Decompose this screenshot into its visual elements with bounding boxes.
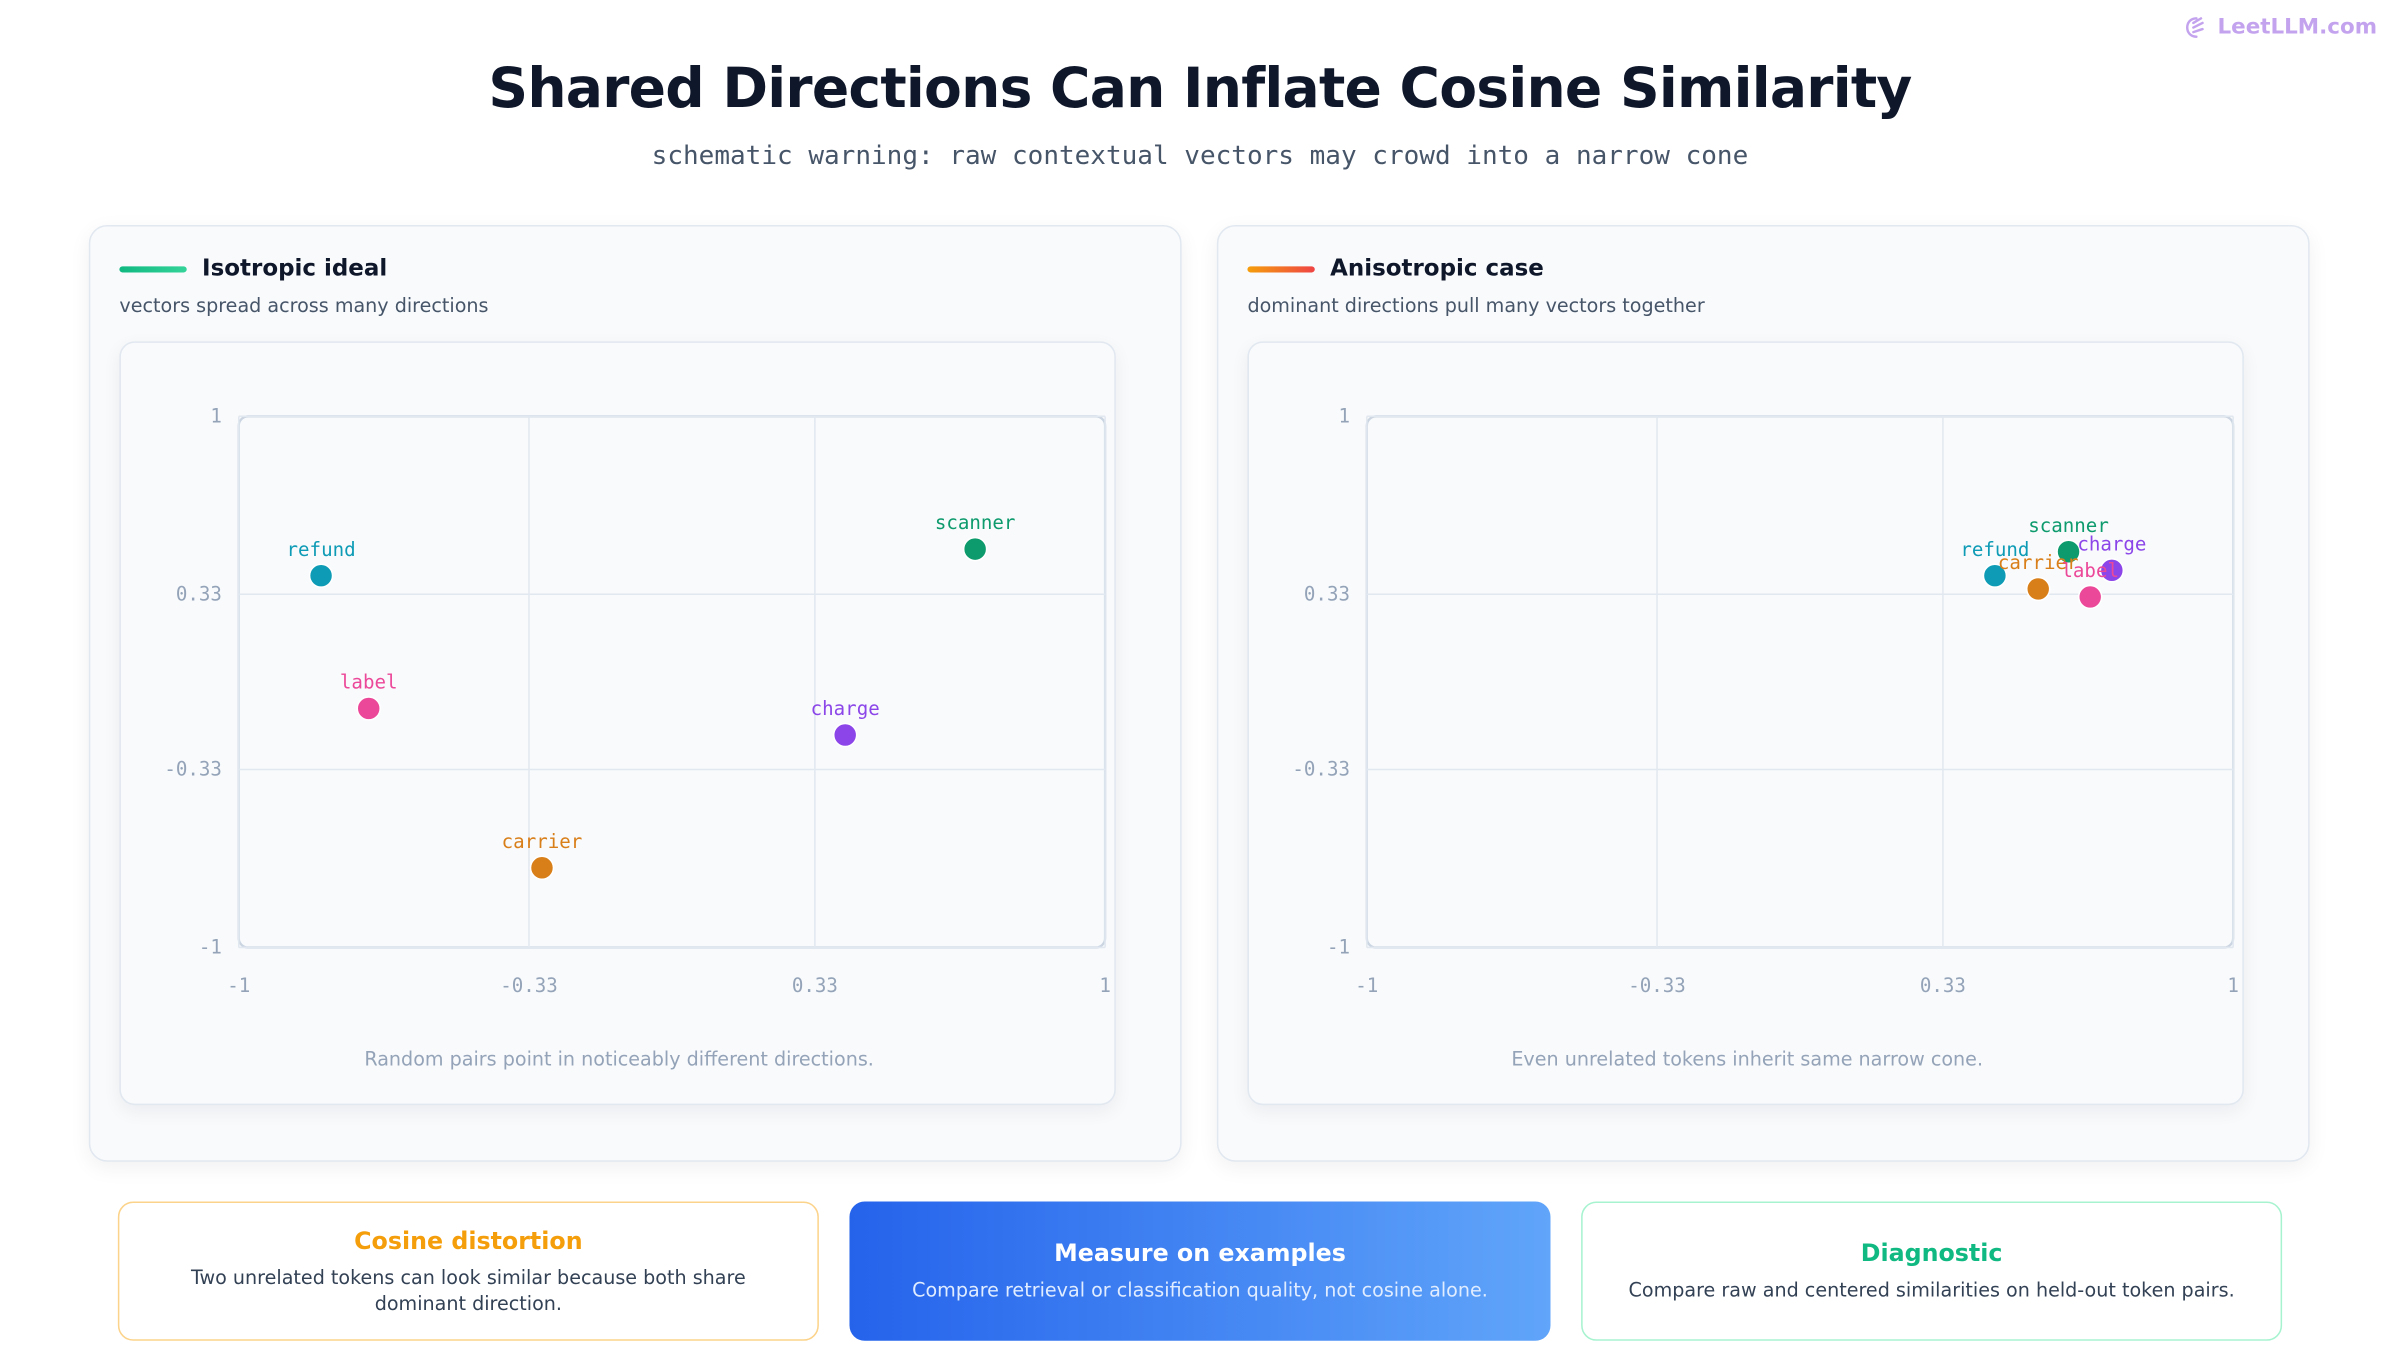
x-tick-label: -1 [1355,974,1378,997]
card-title: Cosine distortion [354,1226,583,1255]
point [832,722,858,748]
chart-card: -1 -0.33 0.33 1 -1 -0.33 0.33 1 refund scanner lab… [119,341,1116,1106]
y-tick-label: -1 [199,936,222,959]
x-tick-label: -0.33 [1628,974,1686,997]
point [529,855,555,881]
chart-card: -1 -0.33 0.33 1 -1 -0.33 0.33 1 refund scanner cha… [1247,341,2244,1106]
x-tick-label: 0.33 [792,974,838,997]
info-card: Measure on examples Compare retrieval or… [849,1201,1551,1341]
panel-subtitle: vectors spread across many directions [119,293,489,317]
y-tick-label: 0.33 [1304,582,1350,605]
panel: Isotropic ideal vectors spread across ma… [88,224,1182,1162]
accent-bar [119,266,187,273]
info-card: Diagnostic Compare raw and centered simi… [1581,1201,2283,1341]
y-tick-label: -0.33 [164,758,222,781]
point-label: refund [287,538,356,561]
plot-area [1365,415,2235,949]
point [2056,539,2081,565]
x-tick-label: -0.33 [500,974,558,997]
caption: Even unrelated tokens inherit same narro… [1511,1046,1984,1070]
y-tick-label: 0.33 [176,582,222,605]
point-label: scanner [935,511,1016,534]
point [2077,584,2103,610]
y-tick-label: -0.33 [1292,758,1350,781]
point-label: scanner [2028,514,2109,537]
point-label: carrier [502,830,583,853]
x-tick-label: 1 [1099,974,1111,997]
panel: Anisotropic case dominant directions pul… [1216,224,2310,1162]
accent-bar [1247,266,1315,273]
card-title: Measure on examples [1054,1239,1346,1268]
chart: -1 -0.33 0.33 1 -1 -0.33 0.33 1 refund scanner lab… [164,404,1111,997]
point [962,536,988,562]
card-text: Two unrelated tokens can look similar be… [190,1265,746,1315]
point [2025,576,2051,602]
card-title: Diagnostic [1860,1239,2003,1268]
brand[interactable]: LeetLLM.com [2184,15,2378,40]
y-tick-label: 1 [210,404,222,427]
y-tick-label: -1 [1327,936,1350,959]
point [356,696,381,721]
point [2099,558,2125,583]
card-text: Compare raw and centered similarities on… [1628,1278,2235,1302]
point [308,563,334,588]
point-label: charge [2077,532,2146,555]
point-label: label [340,671,398,694]
chart: -1 -0.33 0.33 1 -1 -0.33 0.33 1 refundscannercha… [1292,404,2239,997]
y-tick-label: 1 [1338,404,1350,427]
panel-title: Anisotropic case [1330,254,1544,282]
info-card: Cosine distortion Two unrelated tokens c… [117,1201,819,1341]
subtitle: schematic warning: raw contextual vector… [651,140,1749,172]
point-label: charge [811,697,880,720]
brand-text: LeetLLM.com [2217,15,2378,40]
x-tick-label: 0.33 [1920,974,1966,997]
point-label: carrier [1998,551,2079,574]
panel-subtitle: dominant directions pull many vectors to… [1247,293,1705,317]
panel-title: Isotropic ideal [202,254,388,282]
caption: Random pairs point in noticeably differe… [364,1046,874,1070]
card-text: Compare retrieval or classification qual… [912,1278,1488,1302]
x-tick-label: 1 [2227,974,2239,997]
point-label: refund [1960,538,2029,561]
point [1982,563,2008,588]
x-tick-label: -1 [227,974,250,997]
point-label: label [2061,559,2119,582]
title: Shared Directions Can Inflate Cosine Sim… [488,58,1912,121]
brand-icon [2185,17,2204,38]
